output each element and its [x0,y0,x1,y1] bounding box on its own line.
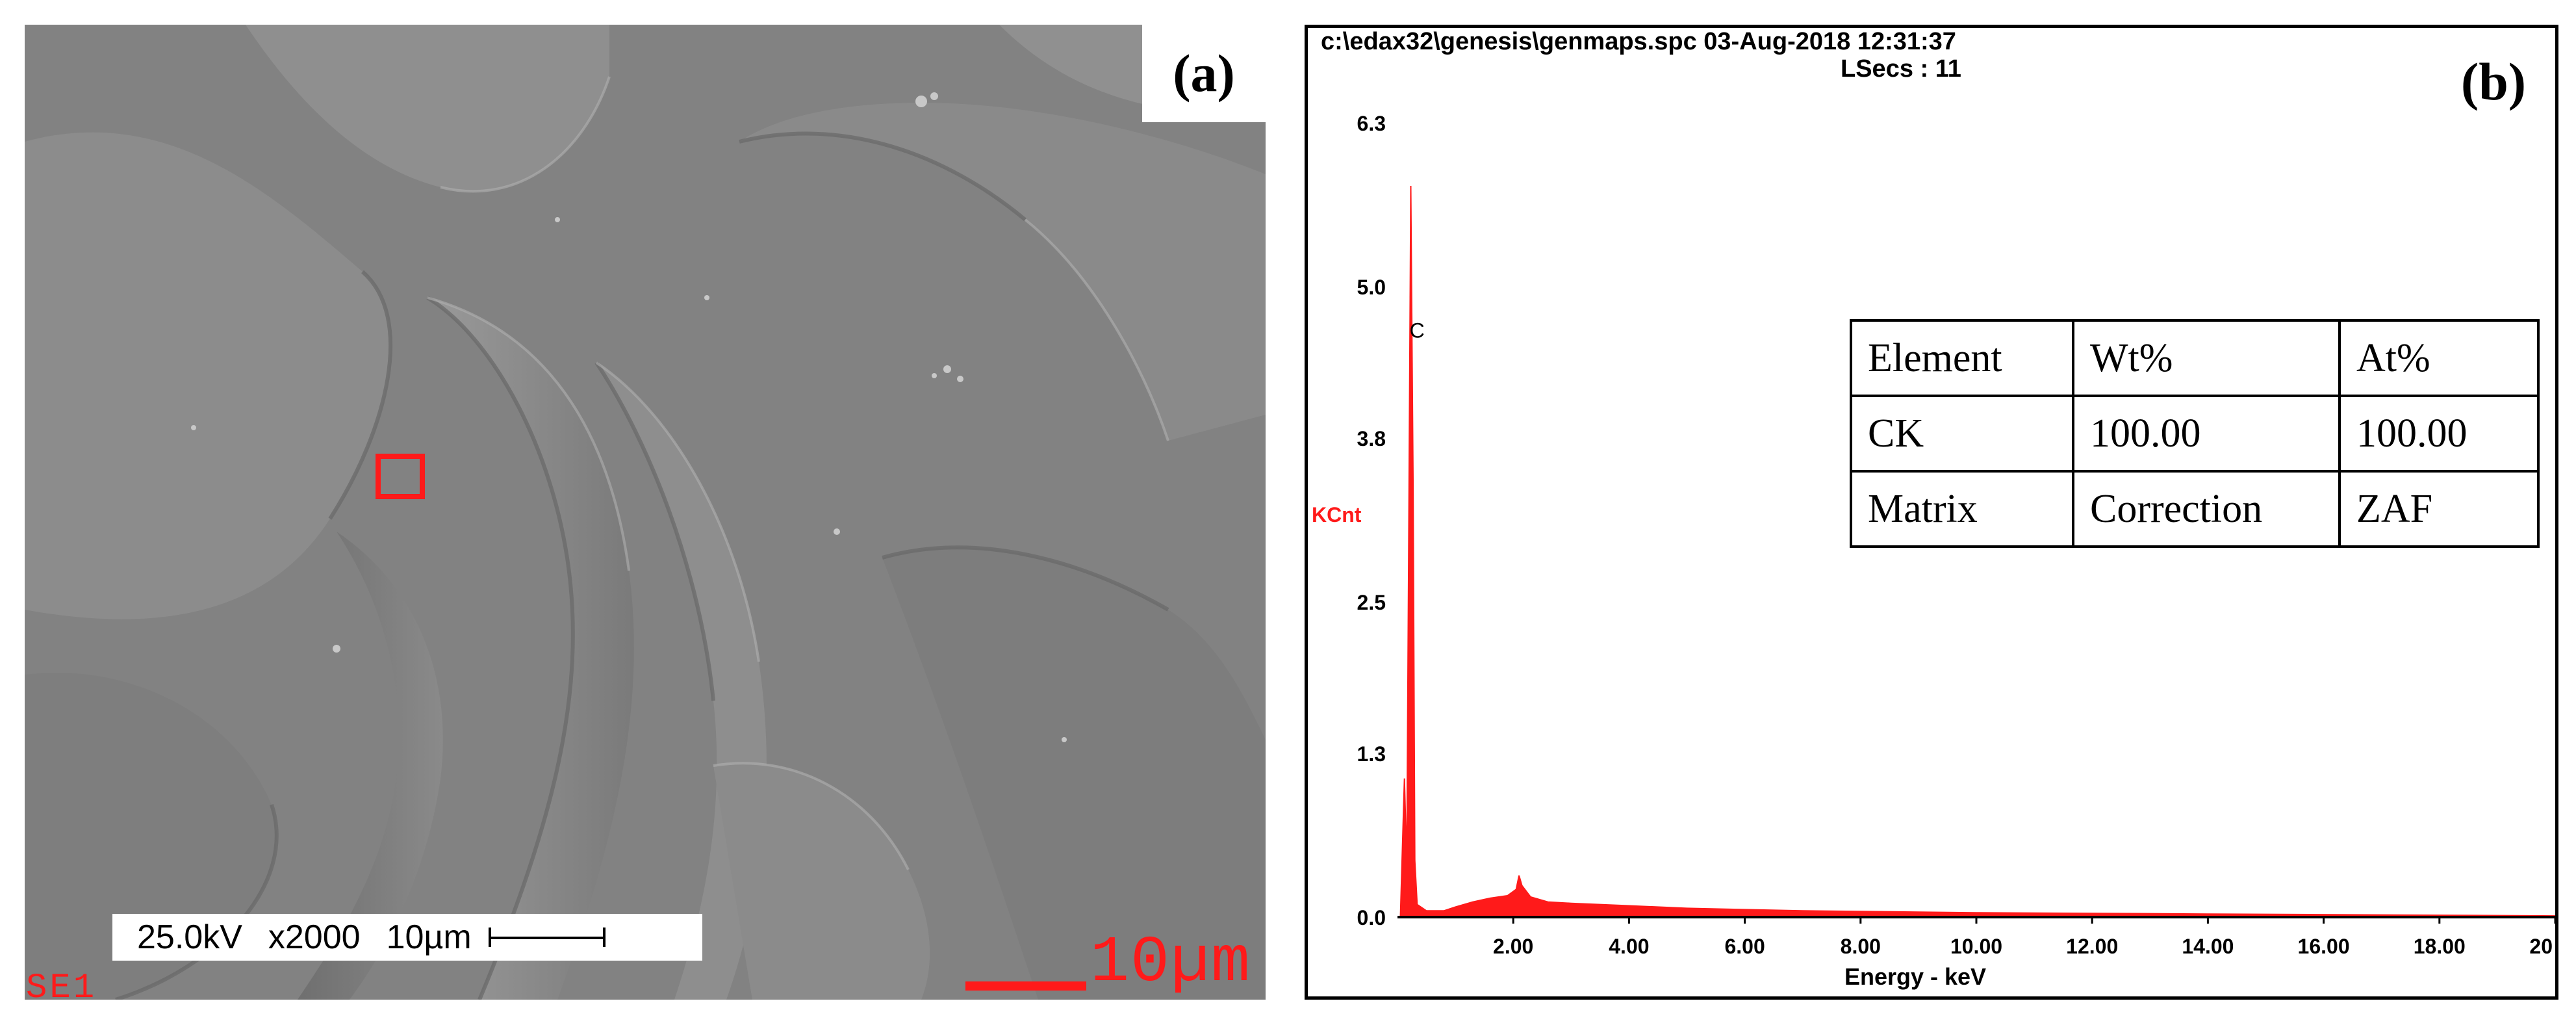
x-tick-label: 10.00 [1950,935,2002,958]
live-seconds: LSecs : 11 [1841,55,1961,83]
table-row: Matrix Correction ZAF [1850,470,2540,548]
red-scale-bar [965,981,1086,991]
sem-surface-image [25,25,1266,1000]
y-tick-label: 5.0 [1357,276,1386,299]
x-tick-label: 4.00 [1609,935,1649,958]
composition-table: Element Wt% At% CK 100.00 100.00 Matrix Correct… [1850,319,2540,548]
x-tick-label: 14.00 [2182,935,2234,958]
x-tick-label: 2.00 [1493,935,1533,958]
table-cell: ZAF [2338,470,2540,548]
table-cell: Matrix [1850,470,2074,548]
info-scale-bar [488,928,606,947]
x-tick-label: 20 [2529,935,2553,958]
table-cell: 100.00 [2338,395,2540,473]
info-scale-text: 10µm [386,918,472,956]
magnification: x2000 [268,918,361,956]
x-tick-label: 16.00 [2298,935,2350,958]
table-cell: CK [1850,395,2074,473]
y-axis-label: KCnt [1312,503,1362,526]
x-tick-label: 18.00 [2414,935,2466,958]
y-tick-label: 6.3 [1357,112,1386,135]
panel-a-label: (a) [1142,25,1266,122]
x-tick-label: 8.00 [1841,935,1881,958]
eds-spectrum-chart: 0.0 1.3 2.5 3.8 5.0 6.3 2.00 4.00 6.00 8.00 10.00… [1312,112,2555,990]
table-row: CK 100.00 100.00 [1850,395,2540,473]
sem-info-bar: 25.0kV x2000 10µm [112,914,702,961]
y-tick-label: 0.0 [1357,906,1386,929]
table-cell: At% [2338,319,2540,397]
table-cell: Correction [2072,470,2341,548]
spectrum-series-0 [1399,185,2555,918]
x-axis-label: Energy - keV [1844,963,1986,990]
analysis-region-marker [376,454,425,499]
x-tick-label: 12.00 [2066,935,2118,958]
table-cell: Element [1850,319,2074,397]
x-tick-label: 6.00 [1724,935,1765,958]
red-scale-label: 10µm [1090,927,1252,1000]
y-tick-label: 1.3 [1357,742,1386,766]
peak-label-C: C [1410,318,1425,342]
sem-micrograph-panel: (a) 25.0kV x2000 10µm SE1 10µm [25,25,1266,1000]
eds-spectrum-panel: 0.0 1.3 2.5 3.8 5.0 6.3 2.00 4.00 6.00 8.00 10.00… [1305,25,2558,1000]
y-tick-label: 3.8 [1357,427,1386,450]
y-tick-label: 2.5 [1357,591,1386,614]
table-cell: 100.00 [2072,395,2341,473]
detector-label: SE1 [26,968,97,1000]
panel-b-label: (b) [2445,40,2542,124]
spectrum-file-info: c:\edax32\genesis\genmaps.spc 03-Aug-201… [1321,28,1956,55]
table-row: Element Wt% At% [1850,319,2540,397]
table-cell: Wt% [2072,319,2341,397]
accelerating-voltage: 25.0kV [137,918,242,956]
